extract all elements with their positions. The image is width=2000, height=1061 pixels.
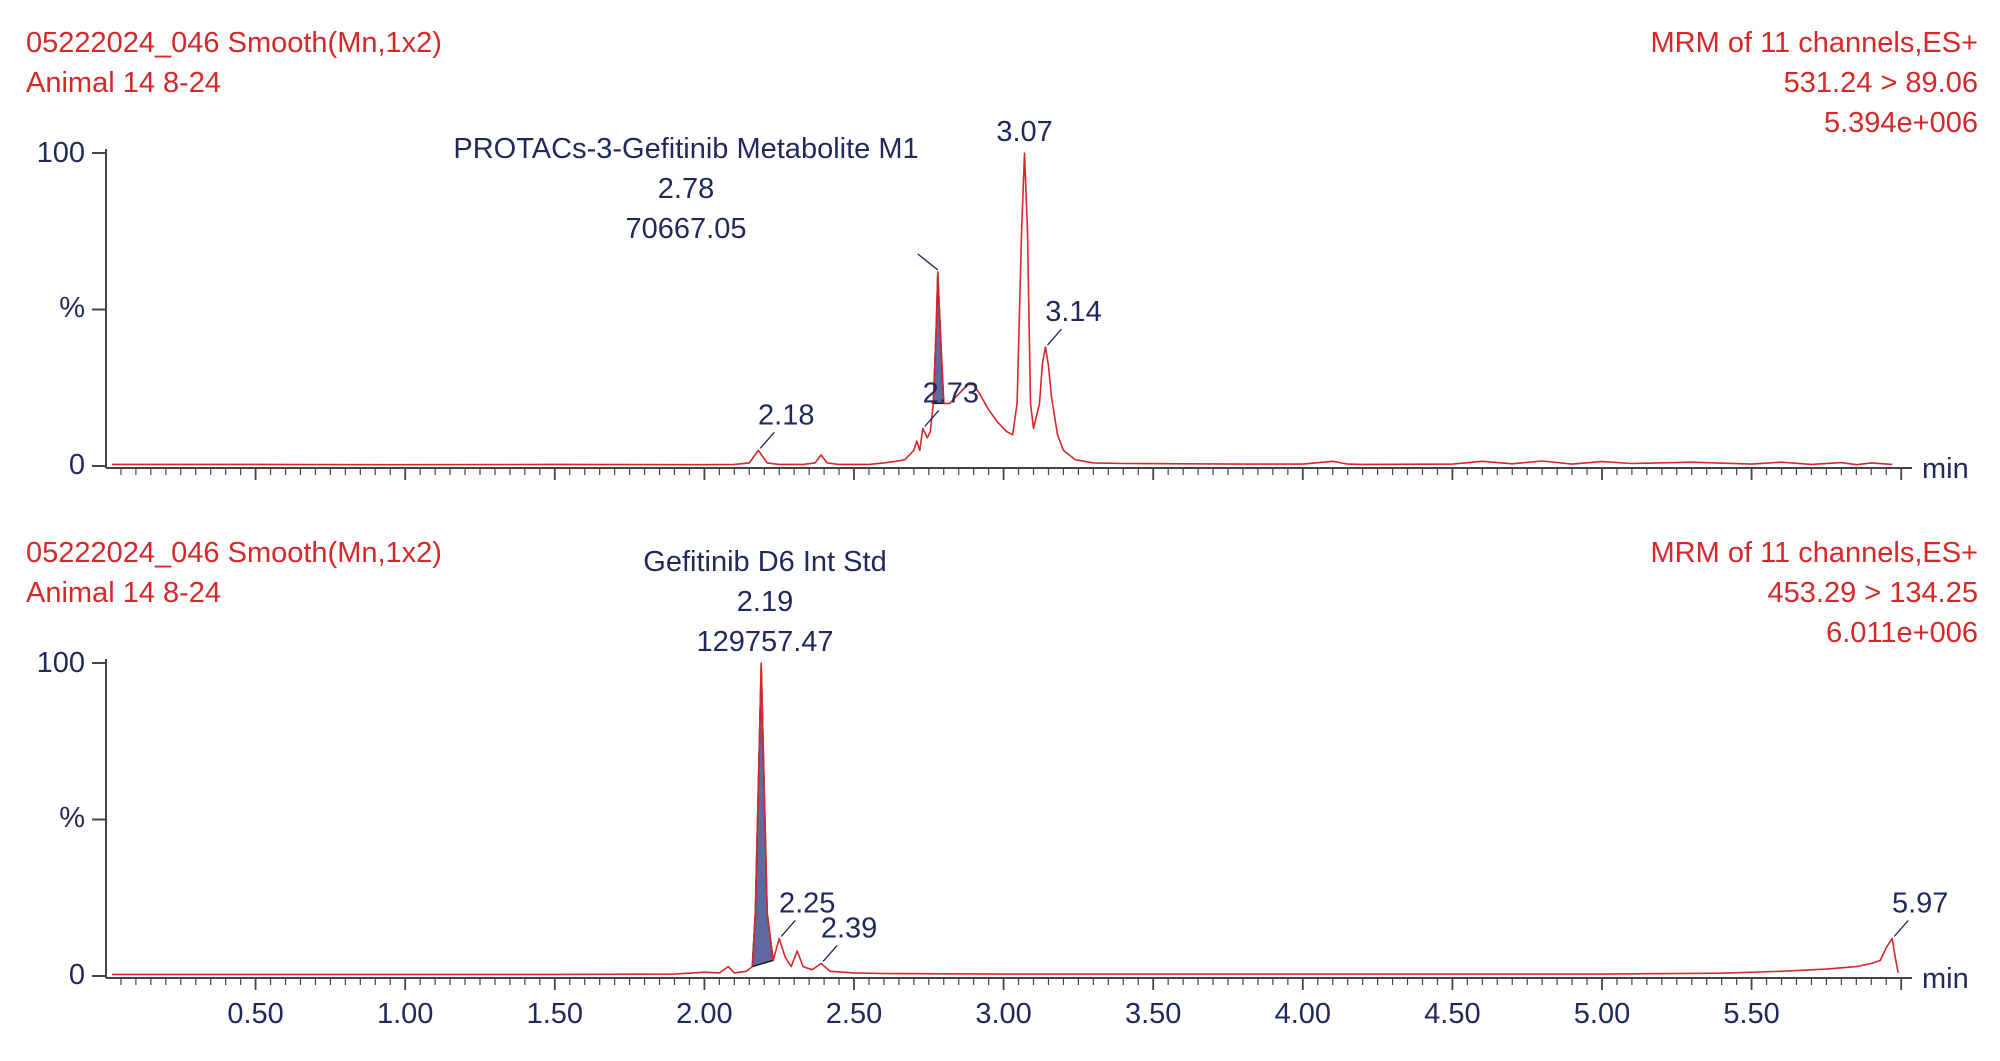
panel-1-header-left-line-2: Animal 14 8-24 <box>26 67 221 99</box>
panel-2-ytick-100: 100 <box>37 647 85 679</box>
peak-leader-2-1 <box>822 945 838 962</box>
x-tick-label-1.50: 1.50 <box>527 998 583 1030</box>
peak-leader-2-2 <box>1893 920 1909 937</box>
panel-2-plot-area <box>112 662 1899 976</box>
x-tick-label-3.50: 3.50 <box>1125 998 1181 1030</box>
peak-label-2-2: 5.97 <box>1892 887 1948 919</box>
panel-1-xunit: min <box>1922 453 1969 485</box>
panel-2-header-left-line-2: Animal 14 8-24 <box>26 577 221 609</box>
x-tick-label-4.00: 4.00 <box>1275 998 1331 1030</box>
peak-leader-1-0 <box>759 431 775 449</box>
peak-label-1-2: 3.07 <box>996 116 1052 148</box>
peak-label-1-1: 2.73 <box>923 377 979 409</box>
x-tick-label-1.00: 1.00 <box>377 998 433 1030</box>
panel-1-ytick-0: 0 <box>69 449 85 481</box>
panel-2-compound-area: 129757.47 <box>696 626 833 658</box>
peak-label-2-1: 2.39 <box>821 912 877 944</box>
peak-leader-1-3 <box>1046 328 1062 346</box>
panel-2-header-right-line-2: 453.29 > 134.25 <box>1768 577 1978 609</box>
panel-2-peak-labels: 2.252.39 5.97 <box>779 887 1948 962</box>
x-tick-label-4.50: 4.50 <box>1424 998 1480 1030</box>
peak-leader-1-1 <box>924 410 940 427</box>
peak-label-1-3: 3.14 <box>1045 296 1101 328</box>
chromatogram-panel-1: 05222024_046 Smooth(Mn,1x2) Animal 14 8-… <box>26 27 1978 485</box>
chromatogram-panel-2: 05222024_046 Smooth(Mn,1x2) Animal 14 8-… <box>26 537 1978 1030</box>
panel-1-ytick-100: 100 <box>37 137 85 169</box>
panel-1-axes <box>92 149 1912 480</box>
x-tick-label-5.50: 5.50 <box>1723 998 1779 1030</box>
panel-1-peak-labels: 2.18 2.73 3.07 3.14 <box>758 116 1102 449</box>
panel-1-header-right-line-3: 5.394e+006 <box>1824 107 1978 139</box>
panel-1-compound-area: 70667.05 <box>626 213 747 245</box>
x-tick-label-5.00: 5.00 <box>1574 998 1630 1030</box>
x-tick-label-2.00: 2.00 <box>676 998 732 1030</box>
panel-1-ylabel: % <box>59 292 85 324</box>
x-tick-label-3.00: 3.00 <box>975 998 1031 1030</box>
panel-2-compound-rt: 2.19 <box>737 586 793 618</box>
panel-1-header-right-line-1: MRM of 11 channels,ES+ <box>1651 27 1978 59</box>
panel-2-axes <box>92 659 1912 990</box>
panel-2-ylabel: % <box>59 802 85 834</box>
peak-leader-2-0 <box>780 920 796 937</box>
compound-leader-1 <box>917 253 939 271</box>
panel-2-xunit: min <box>1922 963 1969 995</box>
panel-1-compound-name: PROTACs-3-Gefitinib Metabolite M1 <box>453 133 918 165</box>
peak-label-2-0: 2.25 <box>779 887 835 919</box>
panel-1-plot-area <box>112 152 1893 466</box>
panel-1-header-right-line-2: 531.24 > 89.06 <box>1784 67 1978 99</box>
panel-1-compound-rt: 2.78 <box>658 173 714 205</box>
chromatogram-trace-2 <box>112 662 1899 976</box>
peak-label-1-0: 2.18 <box>758 399 814 431</box>
panel-2-x-tick-labels: 0.50 1.00 1.50 2.00 2.50 3.00 3.50 4.00 4.50 5.00… <box>227 998 1779 1030</box>
panel-2-header-right-line-3: 6.011e+006 <box>1826 617 1978 649</box>
x-tick-label-2.50: 2.50 <box>826 998 882 1030</box>
x-tick-label-0.50: 0.50 <box>227 998 283 1030</box>
panel-2-header-right-line-1: MRM of 11 channels,ES+ <box>1651 537 1978 569</box>
panel-2-ytick-0: 0 <box>69 959 85 991</box>
panel-1-header-left-line-1: 05222024_046 Smooth(Mn,1x2) <box>26 27 442 59</box>
panel-2-header-left-line-1: 05222024_046 Smooth(Mn,1x2) <box>26 537 442 569</box>
chromatogram-trace-1 <box>112 152 1893 466</box>
panel-2-compound-name: Gefitinib D6 Int Std <box>643 546 886 578</box>
